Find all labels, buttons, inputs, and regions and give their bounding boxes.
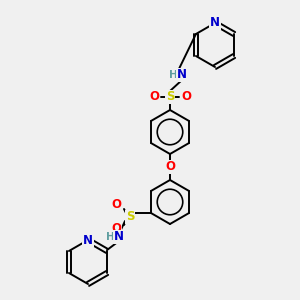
Text: S: S xyxy=(166,91,174,103)
Text: N: N xyxy=(177,68,187,82)
Text: O: O xyxy=(149,91,159,103)
Text: N: N xyxy=(83,233,93,247)
Text: H: H xyxy=(106,232,114,242)
Text: N: N xyxy=(210,16,220,29)
Text: H: H xyxy=(169,70,177,80)
Text: O: O xyxy=(111,223,121,236)
Text: S: S xyxy=(126,211,134,224)
Text: N: N xyxy=(114,230,124,244)
Text: O: O xyxy=(111,199,121,212)
Text: O: O xyxy=(165,160,175,173)
Text: O: O xyxy=(181,91,191,103)
